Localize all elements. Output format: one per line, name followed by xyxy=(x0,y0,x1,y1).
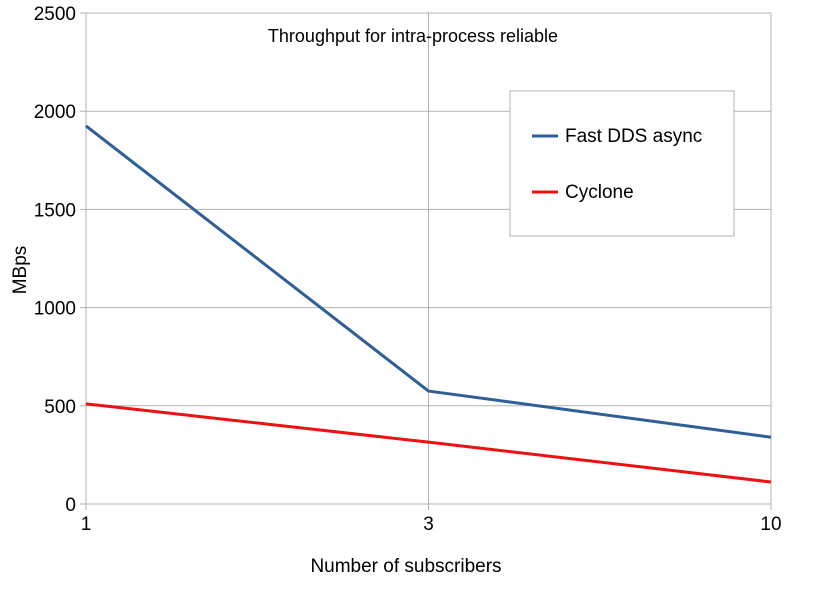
legend-label-fast-dds-async: Fast DDS async xyxy=(565,126,702,147)
y-tick-label: 1500 xyxy=(34,200,76,221)
axes xyxy=(80,12,772,510)
gridlines xyxy=(85,12,772,505)
y-tick-label: 2500 xyxy=(34,4,76,25)
x-axis-label: Number of subscribers xyxy=(310,556,501,577)
y-tick-label: 500 xyxy=(44,397,76,418)
y-axis-label: MBps xyxy=(10,246,31,295)
x-tick-label: 3 xyxy=(423,514,434,535)
series-lines xyxy=(85,124,772,484)
x-tick-labels: 1 3 10 xyxy=(81,514,782,535)
y-tick-label: 2000 xyxy=(34,102,76,123)
chart-title: Throughput for intra-process reliable xyxy=(268,26,558,46)
x-tick-label: 10 xyxy=(760,514,781,535)
y-tick-labels: 0 500 1000 1500 2000 2500 xyxy=(34,4,76,516)
y-tick-label: 0 xyxy=(65,495,76,516)
legend: Fast DDS async Cyclone xyxy=(509,90,735,237)
y-tick-label: 1000 xyxy=(34,299,76,320)
legend-box xyxy=(509,90,735,237)
legend-label-cyclone: Cyclone xyxy=(565,182,634,203)
x-tick-label: 1 xyxy=(81,514,92,535)
